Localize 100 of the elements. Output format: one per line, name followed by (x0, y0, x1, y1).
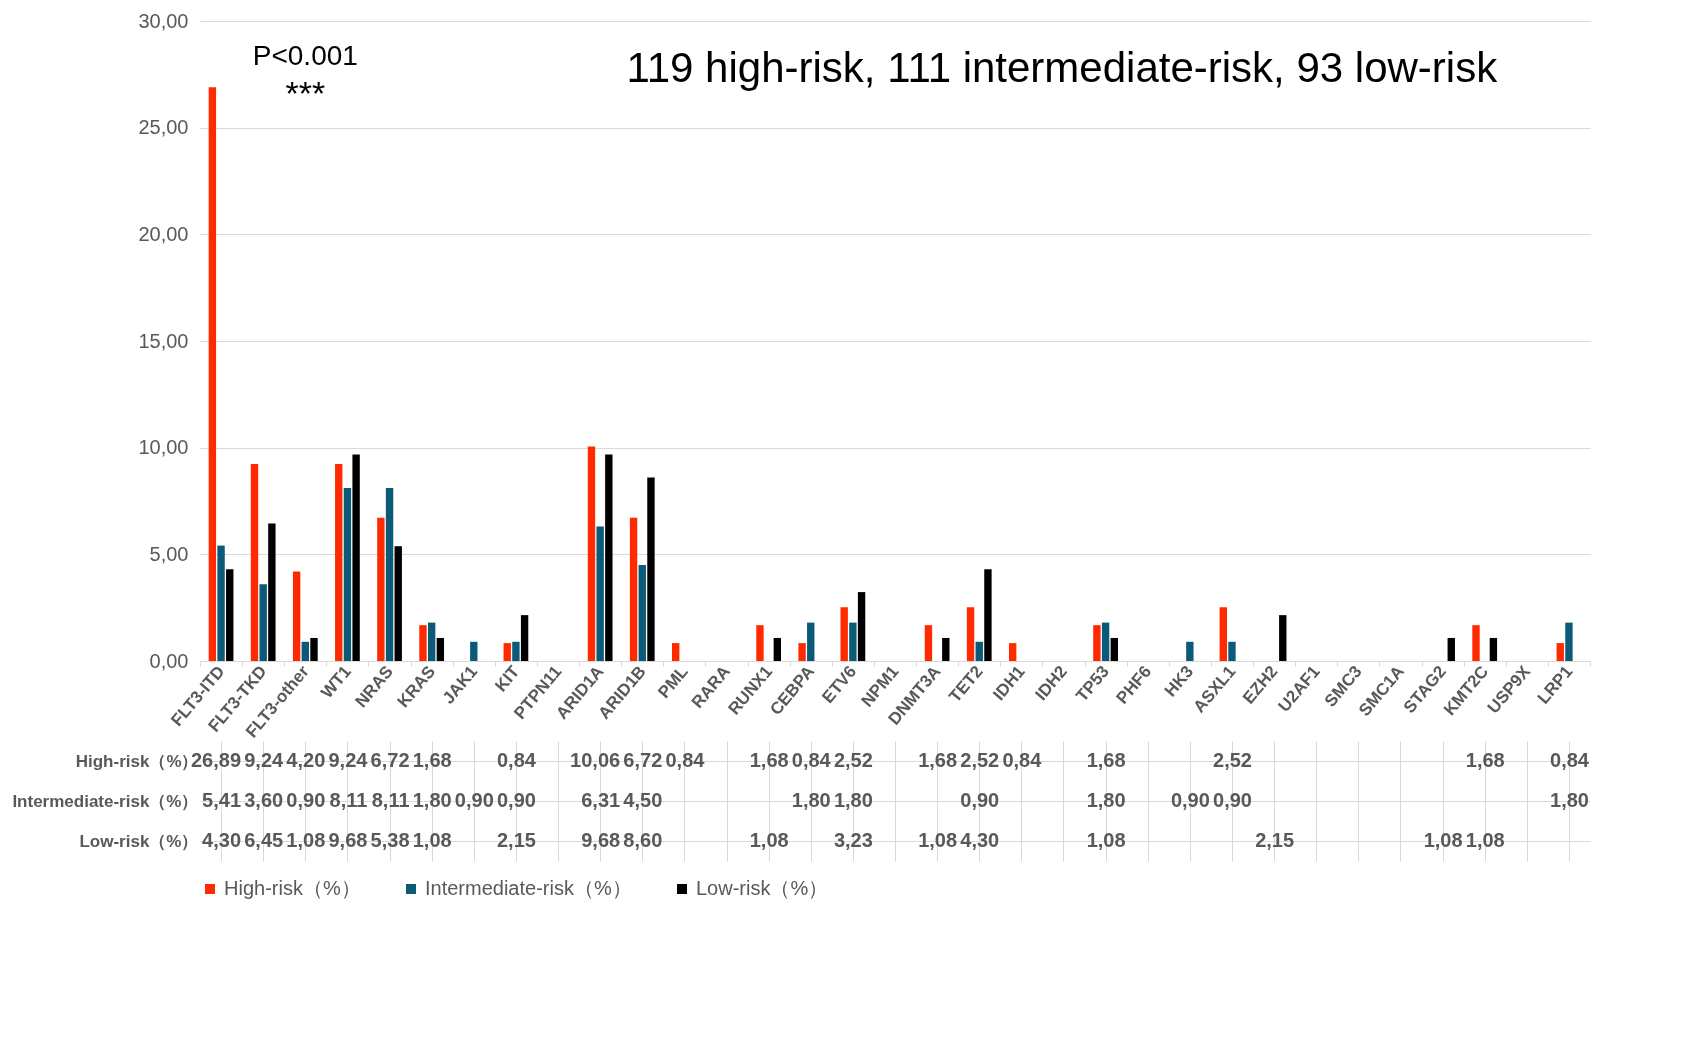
bar (984, 569, 992, 661)
data-label: 26,89 (191, 749, 242, 771)
data-label: 8,11 (329, 789, 368, 811)
bar (1219, 607, 1227, 661)
bar (629, 517, 638, 661)
annotation: P<0.001 (252, 40, 358, 71)
data-label: 2,52 (1213, 749, 1252, 771)
data-label: 4,50 (623, 789, 663, 811)
data-label: 4,30 (960, 829, 1000, 851)
bar (756, 625, 764, 661)
bar (292, 571, 301, 661)
data-label: 3,23 (833, 829, 873, 851)
bar (208, 87, 217, 661)
data-label: 1,80 (412, 789, 452, 811)
data-label: 0,90 (1213, 789, 1252, 811)
data-label: 1,68 (412, 749, 452, 771)
bar (394, 546, 402, 661)
data-label: 6,72 (370, 749, 410, 771)
data-label: 0,90 (496, 789, 536, 811)
bar (1093, 625, 1101, 661)
data-label: 1,68 (749, 749, 789, 771)
bar (377, 517, 385, 661)
y-tick-label: 5,00 (149, 542, 189, 565)
bar (217, 545, 225, 661)
bar (1186, 641, 1194, 661)
bar (942, 637, 950, 661)
data-label: 0,90 (454, 789, 494, 811)
bar (259, 584, 267, 661)
data-label: 5,38 (370, 829, 410, 851)
bar (352, 454, 360, 661)
bar (268, 523, 276, 661)
data-label: 1,68 (918, 749, 958, 771)
data-label: 6,45 (244, 829, 284, 851)
data-label: 1,68 (1086, 749, 1126, 771)
data-label: 1,80 (1550, 789, 1589, 811)
bar (798, 643, 806, 661)
data-label: 2,52 (833, 749, 873, 771)
data-label: 4,30 (202, 829, 242, 851)
bar (672, 643, 680, 661)
bar (1489, 637, 1498, 661)
bar (226, 569, 234, 661)
bar (840, 607, 848, 661)
bar (1279, 615, 1287, 661)
data-label: 1,08 (918, 829, 958, 851)
data-label: 0,84 (1550, 749, 1590, 771)
y-tick-label: 20,00 (138, 222, 189, 245)
legend-label: Low-risk（%） (696, 877, 829, 899)
data-label: 3,60 (244, 789, 284, 811)
bar (1472, 625, 1480, 661)
bar (1565, 622, 1573, 661)
data-label: 6,72 (623, 749, 663, 771)
bar (1008, 643, 1017, 661)
bar (310, 637, 318, 661)
bar (587, 446, 596, 661)
legend-label: High-risk（%） (224, 877, 361, 899)
data-label: 0,90 (960, 789, 1000, 811)
y-tick-label: 25,00 (138, 116, 189, 139)
data-label: 1,80 (791, 789, 831, 811)
bar (975, 641, 983, 661)
bar (335, 463, 343, 661)
bar (470, 641, 478, 661)
bar (427, 622, 436, 661)
data-label: 0,90 (1170, 789, 1210, 811)
data-label: 2,15 (496, 829, 536, 851)
data-label: 1,08 (749, 829, 789, 851)
bar (503, 643, 511, 661)
bar (773, 637, 782, 661)
data-label: 1,80 (1086, 789, 1126, 811)
bar (857, 592, 866, 661)
data-label: 0,84 (791, 749, 832, 771)
bar (638, 565, 646, 661)
bar (807, 622, 815, 661)
bar (966, 607, 975, 661)
data-label: 5,41 (202, 789, 242, 811)
bar (1556, 643, 1564, 661)
data-label: 4,20 (286, 749, 326, 771)
data-label: 9,68 (581, 829, 621, 851)
annotation: *** (285, 74, 326, 112)
bar (436, 637, 445, 661)
y-tick-label: 15,00 (138, 329, 189, 352)
data-label: 10,06 (570, 749, 621, 771)
bar (647, 477, 655, 661)
data-label: 2,15 (1255, 829, 1295, 851)
bar (343, 487, 352, 661)
data-label: 9,68 (328, 829, 368, 851)
bar (1447, 637, 1455, 661)
bar (301, 641, 309, 661)
bar (605, 454, 613, 661)
data-label: 1,08 (1423, 829, 1463, 851)
bar (250, 463, 259, 661)
annotation: 119 high-risk, 111 intermediate-risk, 93 low-risk (626, 44, 1499, 91)
bar (849, 622, 857, 661)
bar (520, 615, 529, 661)
bar (924, 625, 933, 661)
data-label: 0,84 (496, 749, 537, 771)
text: Intermediate-risk（%） (12, 791, 199, 811)
data-label: 8,11 (371, 789, 410, 811)
data-label: 1,08 (1086, 829, 1126, 851)
bar (596, 526, 604, 661)
data-label: 0,90 (286, 789, 326, 811)
